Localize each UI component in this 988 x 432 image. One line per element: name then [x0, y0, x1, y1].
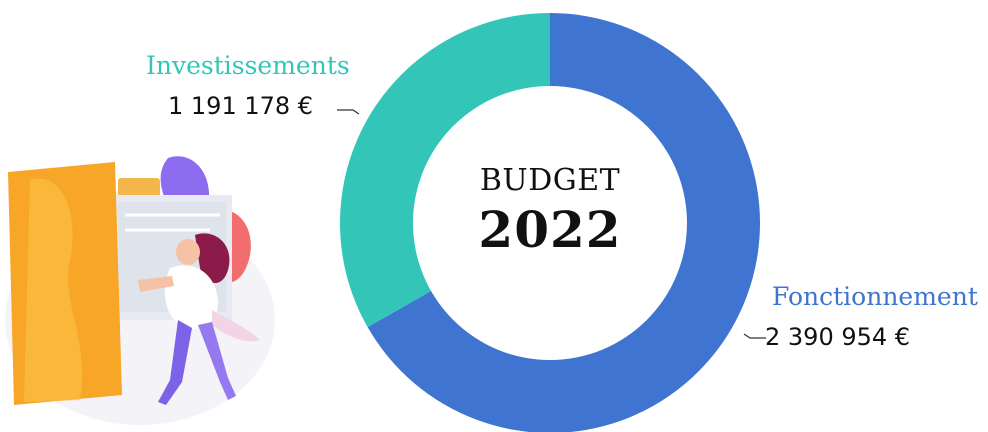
- center-title-line2: 2022: [478, 200, 622, 259]
- leader-line-investissements: [337, 109, 360, 115]
- value-investissements: 1 191 178 €: [168, 92, 314, 120]
- center-title-line1: BUDGET: [479, 163, 621, 198]
- folder-woman-illustration: [5, 156, 275, 425]
- label-investissements: Investissements: [146, 51, 350, 80]
- leader-line-fonctionnement: [743, 333, 766, 339]
- value-fonctionnement: 2 390 954 €: [765, 323, 911, 351]
- donut-hole: [413, 86, 687, 360]
- label-fonctionnement: Fonctionnement: [772, 282, 978, 311]
